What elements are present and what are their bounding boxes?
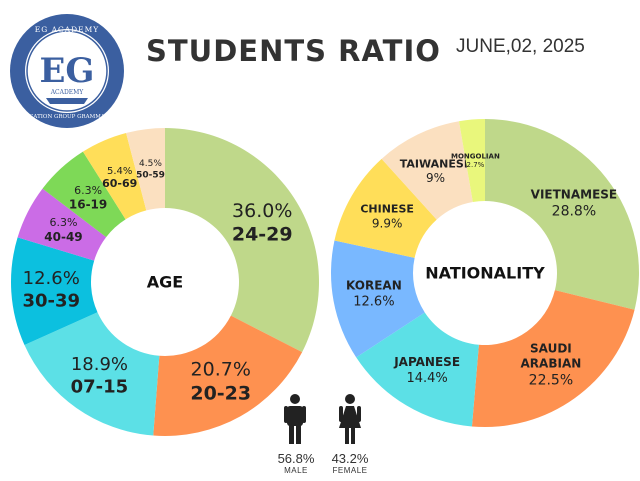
male-percent: 56.8%: [277, 451, 315, 466]
female-label: FEMALE: [332, 466, 368, 475]
male-person-icon: [284, 394, 306, 444]
slice-label-16-19: 16-19: [69, 198, 107, 212]
slice-value-24-29: 36.0%: [232, 200, 292, 222]
slice-value-mongolian: 2.7%: [467, 161, 485, 169]
slice-60-69: [82, 132, 147, 220]
slice-value-vietnamese: 28.8%: [552, 203, 596, 219]
slice-taiwanese: [381, 121, 473, 220]
slice-japanese: [356, 312, 479, 427]
slice-20-23: [153, 315, 303, 436]
male-label: MALE: [284, 466, 308, 475]
slice-value-korean: 12.6%: [353, 294, 394, 309]
svg-text:EG ACADEMY: EG ACADEMY: [35, 25, 100, 34]
report-date: JUNE,02, 2025: [456, 36, 585, 57]
slice-saudi-arabian: [471, 290, 635, 427]
slice-value-16-19: 6.3%: [74, 184, 102, 197]
slice-label-60-69: 60-69: [102, 177, 137, 190]
slice-korean: [331, 240, 425, 358]
slice-value-30-39: 12.6%: [23, 268, 80, 289]
slice-value-japanese: 14.4%: [406, 371, 447, 386]
slice-label-40-49: 40-49: [44, 230, 82, 244]
slice-label-20-23: 20-23: [190, 382, 251, 404]
slice-50-59: [126, 128, 165, 211]
logo-subtext: ACADEMY: [50, 89, 85, 96]
slice-value-saudi-arabian: 22.5%: [529, 372, 573, 388]
slice-value-40-49: 6.3%: [50, 216, 78, 229]
slice-value-07-15: 18.9%: [71, 354, 128, 375]
slice-value-60-69: 5.4%: [107, 166, 132, 177]
page-title: STUDENTS RATIO: [146, 34, 441, 68]
slice-40-49: [17, 188, 107, 261]
slice-07-15: [24, 312, 160, 436]
slice-mongolian: [458, 119, 485, 203]
slice-label-30-39: 30-39: [22, 290, 80, 311]
chart-center-title: AGE: [147, 273, 183, 292]
slice-label-chinese: CHINESE: [360, 203, 414, 216]
slice-value-taiwanese: 9%: [426, 171, 445, 185]
slice-30-39: [10, 237, 98, 345]
male-stat: 56.8% MALE: [272, 451, 320, 475]
slice-value-20-23: 20.7%: [191, 359, 251, 381]
female-person-icon: [339, 394, 361, 444]
slice-label-50-59: 50-59: [136, 170, 165, 180]
female-percent: 43.2%: [331, 451, 369, 466]
slice-16-19: [42, 151, 126, 238]
slice-label-mongolian: MONGOLIAN: [451, 152, 500, 160]
chart-center-title: NATIONALITY: [425, 264, 545, 283]
female-stat: 43.2% FEMALE: [326, 451, 374, 475]
slice-label-taiwanese: TAIWANESE: [400, 157, 472, 170]
slice-vietnamese: [485, 119, 639, 310]
svg-text:EDUCATION GROUP GRAMMA INC: EDUCATION GROUP GRAMMA INC: [16, 114, 118, 120]
slice-value-chinese: 9.9%: [372, 216, 403, 230]
slice-24-29: [165, 128, 319, 353]
slice-label-japanese: JAPANESE: [393, 355, 460, 369]
slice-chinese: [334, 158, 437, 258]
age-donut-chart: 36.0%24-29 20.7%20-23 18.9%07-15 12.6%30-39…: [10, 128, 319, 436]
slice-value-50-59: 4.5%: [139, 159, 162, 169]
eg-academy-logo: EG ACADEMY EDUCATION GROUP GRAMMA INC EG…: [10, 14, 124, 128]
logo-initials: EG: [40, 51, 95, 91]
slice-label-korean: KOREAN: [346, 278, 402, 292]
slice-label-saudi-arabian: SAUDI: [530, 341, 572, 355]
slice-label-24-29: 24-29: [232, 224, 293, 246]
slice-label-vietnamese: VIETNAMESE: [531, 187, 617, 201]
slice-label-saudi-arabian: ARABIAN: [521, 356, 582, 370]
slice-label-07-15: 07-15: [71, 376, 129, 397]
